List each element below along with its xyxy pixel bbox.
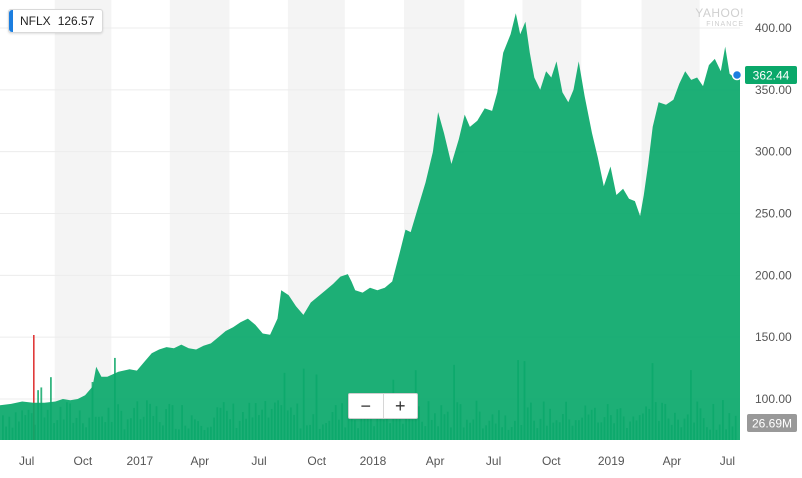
x-tick-label: Oct [542, 454, 561, 468]
ticker-badge[interactable]: NFLX 126.57 [8, 9, 104, 33]
zoom-out-button[interactable]: − [349, 394, 384, 418]
x-tick-label: 2019 [598, 454, 625, 468]
x-axis: Jul Oct 2017 Apr Jul Oct 2018 Apr Jul Oct 2019 Apr J… [19, 454, 735, 468]
ticker-color-bar [9, 10, 13, 32]
zoom-controls: − + [348, 393, 418, 419]
y-tick-label: 400.00 [755, 21, 792, 35]
price-area [0, 13, 740, 440]
yahoo-finance-watermark: YAHOO! FINANCE [684, 6, 744, 30]
x-tick-label: Apr [426, 454, 445, 468]
volume-bar-red [33, 335, 35, 440]
y-tick-label: 200.00 [755, 268, 792, 282]
ticker-value: 126.57 [57, 14, 95, 28]
y-axis: 400.00 350.00 300.00 250.00 200.00 150.00 100.… [755, 21, 792, 406]
watermark-brand: YAHOO! [695, 6, 744, 20]
background-band [54, 0, 112, 440]
y-tick-label: 150.00 [755, 330, 792, 344]
y-tick-label: 250.00 [755, 207, 792, 221]
value-badges: 362.44 26.69M [731, 65, 797, 432]
last-price-label: 362.44 [753, 68, 790, 82]
y-tick-label: 100.00 [755, 392, 792, 406]
x-tick-label: Jul [19, 454, 34, 468]
last-volume-badge [747, 414, 797, 432]
watermark-sub: FINANCE [706, 21, 744, 28]
ticker-symbol: NFLX [20, 14, 51, 28]
last-price-badge [745, 65, 797, 84]
x-tick-label: Jul [486, 454, 501, 468]
x-tick-label: Jul [251, 454, 266, 468]
y-tick-label: 300.00 [755, 145, 792, 159]
x-tick-label: Apr [190, 454, 209, 468]
zoom-in-button[interactable]: + [394, 396, 406, 416]
x-tick-label: Oct [307, 454, 326, 468]
x-tick-label: 2018 [360, 454, 387, 468]
last-volume-label: 26.69M [752, 417, 792, 431]
x-tick-label: Jul [720, 454, 735, 468]
x-tick-label: Oct [74, 454, 93, 468]
current-price-dot [731, 69, 743, 81]
x-tick-label: Apr [663, 454, 682, 468]
x-tick-label: 2017 [127, 454, 154, 468]
y-tick-label: 350.00 [755, 83, 792, 97]
